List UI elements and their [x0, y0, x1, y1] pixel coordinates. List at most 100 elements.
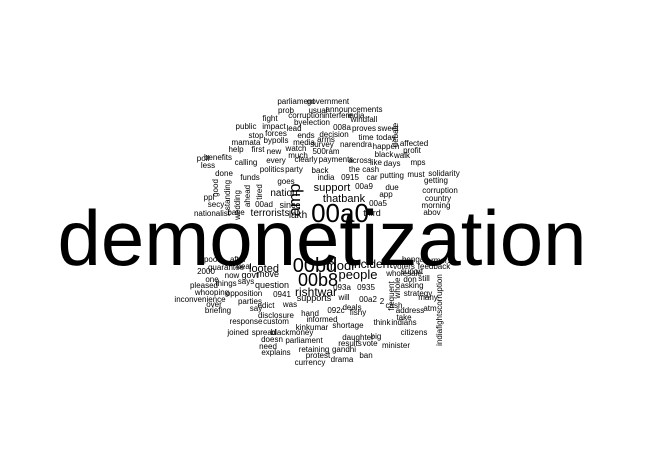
cloud-word-nationalist: nationalist	[194, 209, 231, 218]
cloud-word-announcements: announcements	[326, 105, 383, 114]
cloud-word-getting: getting	[424, 176, 448, 185]
cloud-word-indians: indians	[391, 318, 416, 327]
cloud-word-big: big	[371, 332, 382, 341]
cloud-word-back: back	[312, 166, 330, 175]
cloud-word-payments: payments	[319, 155, 354, 164]
cloud-word-third: third	[363, 208, 381, 218]
cloud-word-results: results	[338, 339, 362, 348]
cloud-word-briefing: briefing	[205, 306, 231, 315]
cloud-word-standing: standing	[223, 180, 232, 210]
cloud-word-ban: ban	[359, 351, 372, 360]
cloud-word-will: will	[337, 293, 349, 302]
cloud-word-good: good	[211, 179, 220, 197]
cloud-word-over: over	[206, 300, 222, 309]
cloud-word-whooping: whooping	[194, 288, 229, 297]
cloud-word-008a: 008a	[333, 123, 351, 132]
cloud-word-wedding: wedding	[233, 190, 242, 221]
cloud-word-black: black	[375, 150, 395, 159]
cloud-word-00a0: 00a0	[311, 198, 369, 228]
cloud-word-people: people	[338, 267, 377, 282]
cloud-word-every: every	[266, 156, 286, 165]
cloud-word-media: media	[293, 138, 315, 147]
cloud-word-supports: supports	[297, 293, 332, 303]
cloud-word-things: things	[215, 279, 236, 288]
cloud-word-politics: politics	[260, 165, 284, 174]
cloud-word-strategy: strategy	[404, 289, 432, 298]
cloud-word-government: government	[307, 97, 350, 106]
cloud-word-asking: asking	[400, 281, 423, 290]
cloud-word-092c: 092c	[327, 306, 344, 315]
cloud-word-country: country	[425, 194, 451, 203]
cloud-word-demonetization: demonetization	[57, 194, 586, 282]
cloud-word-prob: prob	[278, 106, 295, 115]
cloud-word-response: response	[230, 317, 263, 326]
cloud-word-question: question	[255, 280, 289, 290]
cloud-word-daughter: daughter	[342, 333, 374, 342]
cloud-word-hand: hand	[301, 309, 319, 318]
cloud-word-looted: looted	[249, 263, 279, 275]
cloud-word-terrorists: terrorists	[251, 208, 290, 219]
cloud-word-base: base	[227, 208, 245, 217]
cloud-word-sweet: sweet	[378, 124, 400, 133]
cloud-word-car: car	[366, 173, 377, 182]
cloud-word-fight: fight	[262, 114, 278, 123]
cloud-word-like: like	[370, 158, 383, 167]
cloud-word-today: today	[376, 133, 396, 142]
cloud-word-help: help	[228, 145, 244, 154]
cloud-word-cash: cash	[386, 301, 403, 310]
cloud-word-poor: poor	[204, 255, 220, 264]
cloud-word-feedback: feedback	[418, 262, 451, 271]
cloud-word-new: new	[267, 147, 282, 156]
cloud-word-2: 2	[380, 297, 385, 306]
cloud-word-00ad: 00ad	[255, 200, 273, 209]
cloud-word-after: after	[230, 255, 246, 264]
cloud-word-usual: usual	[308, 106, 327, 115]
cloud-word-goes: goes	[277, 177, 294, 186]
cloud-word-move: move	[257, 269, 279, 279]
cloud-word-retaining: retaining	[299, 345, 330, 354]
cloud-word-incident: incident	[351, 257, 393, 271]
cloud-word-since: since	[279, 200, 300, 210]
cloud-word-says: says	[238, 277, 254, 286]
cloud-word-survey: survey	[310, 140, 334, 149]
cloud-word-govt: govt	[241, 270, 259, 280]
cloud-word-first: first	[252, 145, 266, 154]
cloud-word-decision: decision	[319, 130, 348, 139]
cloud-word-was: was	[282, 300, 297, 309]
cloud-word-500ram: 500ram	[312, 147, 339, 156]
cloud-word-still: still	[418, 274, 430, 283]
cloud-word-bengal: bengal	[402, 255, 426, 264]
cloud-word-arms: arms	[317, 135, 335, 144]
cloud-word-across: across	[348, 156, 372, 165]
cloud-word-funds: funds	[240, 173, 260, 182]
cloud-word-affected: affected	[400, 139, 428, 148]
cloud-word-don: don	[403, 275, 416, 284]
cloud-word-lead: lead	[286, 124, 301, 133]
cloud-word-rishtwar: rishtwar	[295, 285, 337, 299]
cloud-word-support: support	[314, 182, 351, 194]
cloud-word-say: say	[250, 304, 262, 313]
cloud-word-corruption: corruption	[422, 186, 458, 195]
cloud-word-need: need	[259, 342, 277, 351]
cloud-word-opposition: opposition	[226, 289, 262, 298]
cloud-word-interfere: interfere	[323, 111, 353, 120]
cloud-word-debate: debate	[391, 122, 400, 147]
cloud-word-calling: calling	[235, 158, 258, 167]
cloud-word-proves: proves	[352, 124, 376, 133]
cloud-word-secy: secy	[208, 200, 224, 209]
cloud-word-explains: explains	[261, 348, 290, 357]
cloud-word-happen: happen	[373, 142, 400, 151]
cloud-word-ahead: ahead	[243, 185, 252, 207]
cloud-word-currency: currency	[295, 358, 326, 367]
cloud-word-now: now	[225, 271, 240, 280]
cloud-word-093a: 093a	[333, 283, 351, 292]
cloud-word-clearly: clearly	[294, 155, 317, 164]
cloud-word-address: address	[396, 306, 424, 315]
cloud-word-00b8: 00b8	[298, 270, 338, 290]
cloud-word-custom: custom	[263, 317, 289, 326]
cloud-word-00a9: 00a9	[355, 182, 373, 191]
cloud-word-walk: walk	[393, 151, 411, 160]
cloud-word-drama: drama	[331, 355, 354, 364]
cloud-word-0915: 0915	[341, 173, 359, 182]
